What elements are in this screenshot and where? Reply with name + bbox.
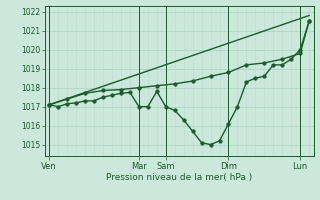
X-axis label: Pression niveau de la mer( hPa ): Pression niveau de la mer( hPa )	[106, 173, 252, 182]
